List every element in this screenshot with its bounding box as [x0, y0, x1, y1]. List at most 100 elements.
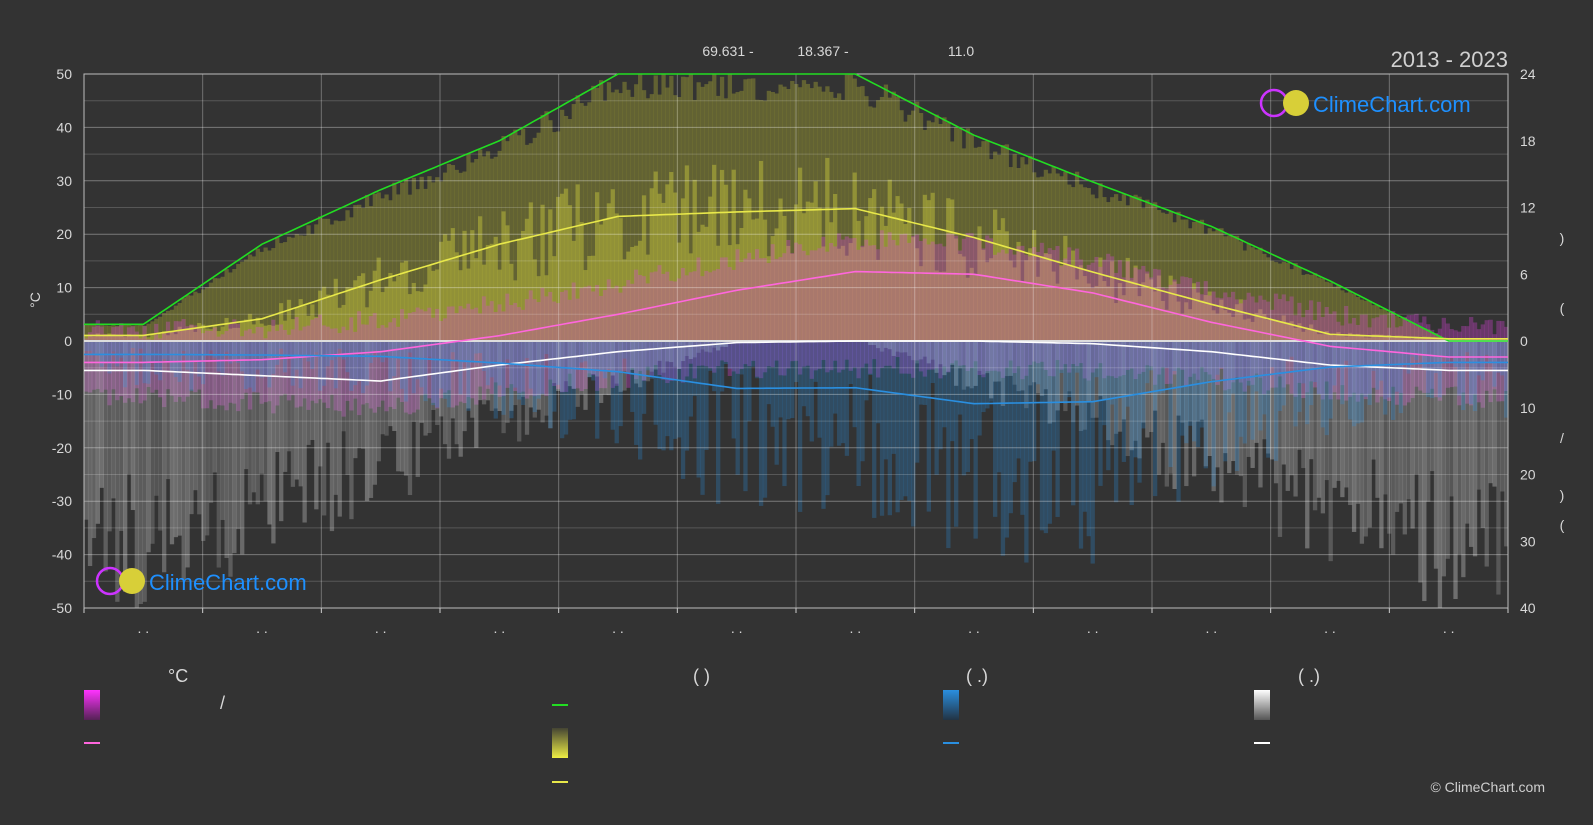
precip-bar [251, 341, 257, 392]
temp-range-bar [1063, 258, 1068, 365]
temp-range-bar [938, 243, 943, 379]
snow-bar [1266, 341, 1271, 454]
temp-range-bar [1398, 326, 1404, 394]
temp-range-bar [236, 323, 241, 412]
sunshine-bar [1266, 320, 1271, 341]
daylight-bar [782, 86, 787, 341]
sunshine-bar [528, 202, 534, 341]
daylight-bar [1410, 323, 1415, 341]
sunshine-bar [1012, 267, 1017, 341]
precip-bar [887, 341, 892, 516]
temp-range-bar [1504, 326, 1509, 392]
sunshine-bar [755, 218, 760, 341]
temp-range-bar [1117, 260, 1123, 377]
snow-bar [1133, 341, 1138, 441]
temp-range-bar [1008, 248, 1013, 361]
temp-range-bar [1059, 266, 1064, 370]
precip-bar [337, 341, 342, 349]
precip-bar [1445, 341, 1450, 361]
precip-bar [1398, 341, 1404, 414]
temp-range-bar [501, 311, 506, 396]
precip-bar [466, 341, 471, 411]
sunshine-bar [154, 335, 159, 341]
temp-range-bar [794, 242, 799, 361]
legend-daylight-line [552, 704, 568, 706]
precip-bar [1453, 341, 1458, 367]
sunshine-bar [934, 270, 939, 341]
precip-bar [1184, 341, 1189, 444]
temp-range-bar [286, 334, 292, 401]
snow-bar [1406, 341, 1411, 500]
daylight-bar [279, 243, 284, 341]
daylight-bar [735, 92, 740, 341]
precip-bar [1191, 341, 1197, 442]
snow-bar [423, 341, 428, 436]
precip-bar [271, 341, 276, 374]
snow-bar [1344, 341, 1349, 488]
sunshine-bar [1207, 291, 1212, 341]
precip-bar [579, 341, 584, 363]
right-top-tick-label: 0 [1520, 333, 1528, 349]
daylight-bar [1422, 328, 1427, 341]
daylight-bar [1211, 231, 1216, 341]
brand-logo-top[interactable]: ClimeChart.com [1259, 88, 1471, 118]
logo-sun-icon [1283, 90, 1309, 116]
temp-range-bar [825, 251, 830, 373]
temp-range-bar [1227, 297, 1232, 390]
sunshine-bar [556, 196, 561, 341]
daylight-bar [111, 325, 116, 341]
sunshine-bar [372, 270, 378, 341]
snow-bar [868, 341, 873, 345]
precip-bar [657, 341, 662, 450]
precip-bar [938, 341, 943, 450]
daylight-bar [1277, 263, 1283, 341]
sunshine-bar [1164, 309, 1169, 341]
temp-range-bar [1032, 247, 1037, 362]
sunshine-bar [357, 275, 362, 341]
brand-logo-bottom[interactable]: ClimeChart.com [95, 566, 307, 596]
snow-bar [1316, 341, 1322, 498]
precip-bar [1270, 341, 1275, 368]
snow-bar [1047, 341, 1052, 424]
snow-bar [1418, 341, 1423, 583]
daylight-bar [345, 210, 350, 341]
precip-bar [162, 341, 167, 360]
snow-bar [349, 341, 354, 520]
snow-bar [895, 341, 900, 352]
temp-range-bar [848, 238, 853, 371]
temp-range-bar [883, 246, 889, 366]
temp-range-bar [1160, 287, 1166, 368]
precip-bar [778, 341, 783, 418]
temp-range-bar [1301, 317, 1306, 399]
temp_mean_min-line [84, 340, 1508, 382]
sunshine-bar [1020, 281, 1025, 341]
snow-bar [337, 341, 342, 517]
snow-bar [1191, 341, 1197, 477]
precip-bar [462, 341, 467, 363]
precip-bar [392, 341, 397, 377]
temp-range-bar [247, 329, 253, 410]
sunshine-bar [829, 222, 834, 341]
snow-bar [384, 341, 389, 436]
temp-range-bar [657, 265, 662, 376]
snow-bar [255, 341, 260, 505]
snow-bar [243, 341, 249, 470]
sunshine-bar [844, 255, 850, 341]
temp-range-bar [318, 314, 323, 400]
sunshine-bar [189, 325, 194, 341]
precip-bar [602, 341, 608, 379]
sunshine-bar [310, 304, 315, 341]
snow-bar [1449, 341, 1454, 497]
snow-bar [501, 341, 506, 434]
right-top-tick-label: 6 [1520, 266, 1528, 282]
daylight-bar [1234, 235, 1240, 341]
snow-bar [1024, 341, 1029, 409]
snow-bar [653, 341, 658, 370]
precip-bar [751, 341, 756, 367]
daylight-bar [1074, 171, 1080, 341]
daylight-bar [146, 323, 151, 341]
precip-bar [743, 341, 748, 492]
sunshine-bar [1121, 295, 1127, 341]
temp-range-bar [1406, 315, 1411, 403]
sunshine-bar [439, 241, 444, 341]
